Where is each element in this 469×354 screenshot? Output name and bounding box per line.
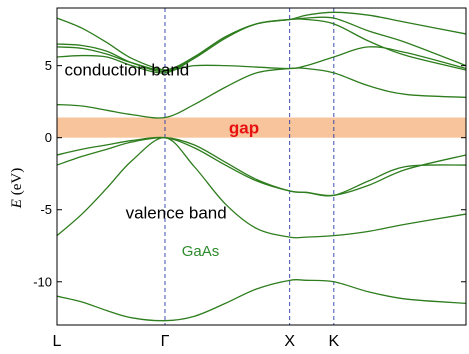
band-line xyxy=(56,11,467,71)
y-axis-label: E (eV) xyxy=(9,168,25,209)
y-tick-label: 5 xyxy=(45,58,52,73)
band-line xyxy=(56,136,467,197)
x-tick-label: K xyxy=(328,333,339,350)
band-line xyxy=(56,17,467,71)
valence-band-label: valence band xyxy=(126,203,227,222)
y-axis-label-symbol: E xyxy=(9,199,25,209)
y-tick-label: 0 xyxy=(45,130,52,145)
x-tick-label: X xyxy=(284,333,295,350)
y-axis-label-unit: (eV) xyxy=(9,168,25,199)
band-line xyxy=(56,67,467,119)
y-tick-label: -5 xyxy=(40,202,52,217)
gap-label: gap xyxy=(229,119,259,138)
band-line xyxy=(56,136,467,197)
gap-band xyxy=(57,117,466,138)
y-tick-label: -10 xyxy=(33,274,52,289)
y-ticks: 5 0 -5 -10 xyxy=(33,58,466,289)
x-tick-label: L xyxy=(53,333,62,350)
band-line xyxy=(56,137,467,239)
axes-frame xyxy=(56,7,467,326)
band-line xyxy=(56,278,467,322)
conduction-band-label: conduction band xyxy=(64,61,189,80)
x-tick-label: Γ xyxy=(161,333,170,350)
high-symmetry-lines xyxy=(164,8,335,325)
band-lines xyxy=(56,11,467,322)
material-label: GaAs xyxy=(182,243,220,260)
